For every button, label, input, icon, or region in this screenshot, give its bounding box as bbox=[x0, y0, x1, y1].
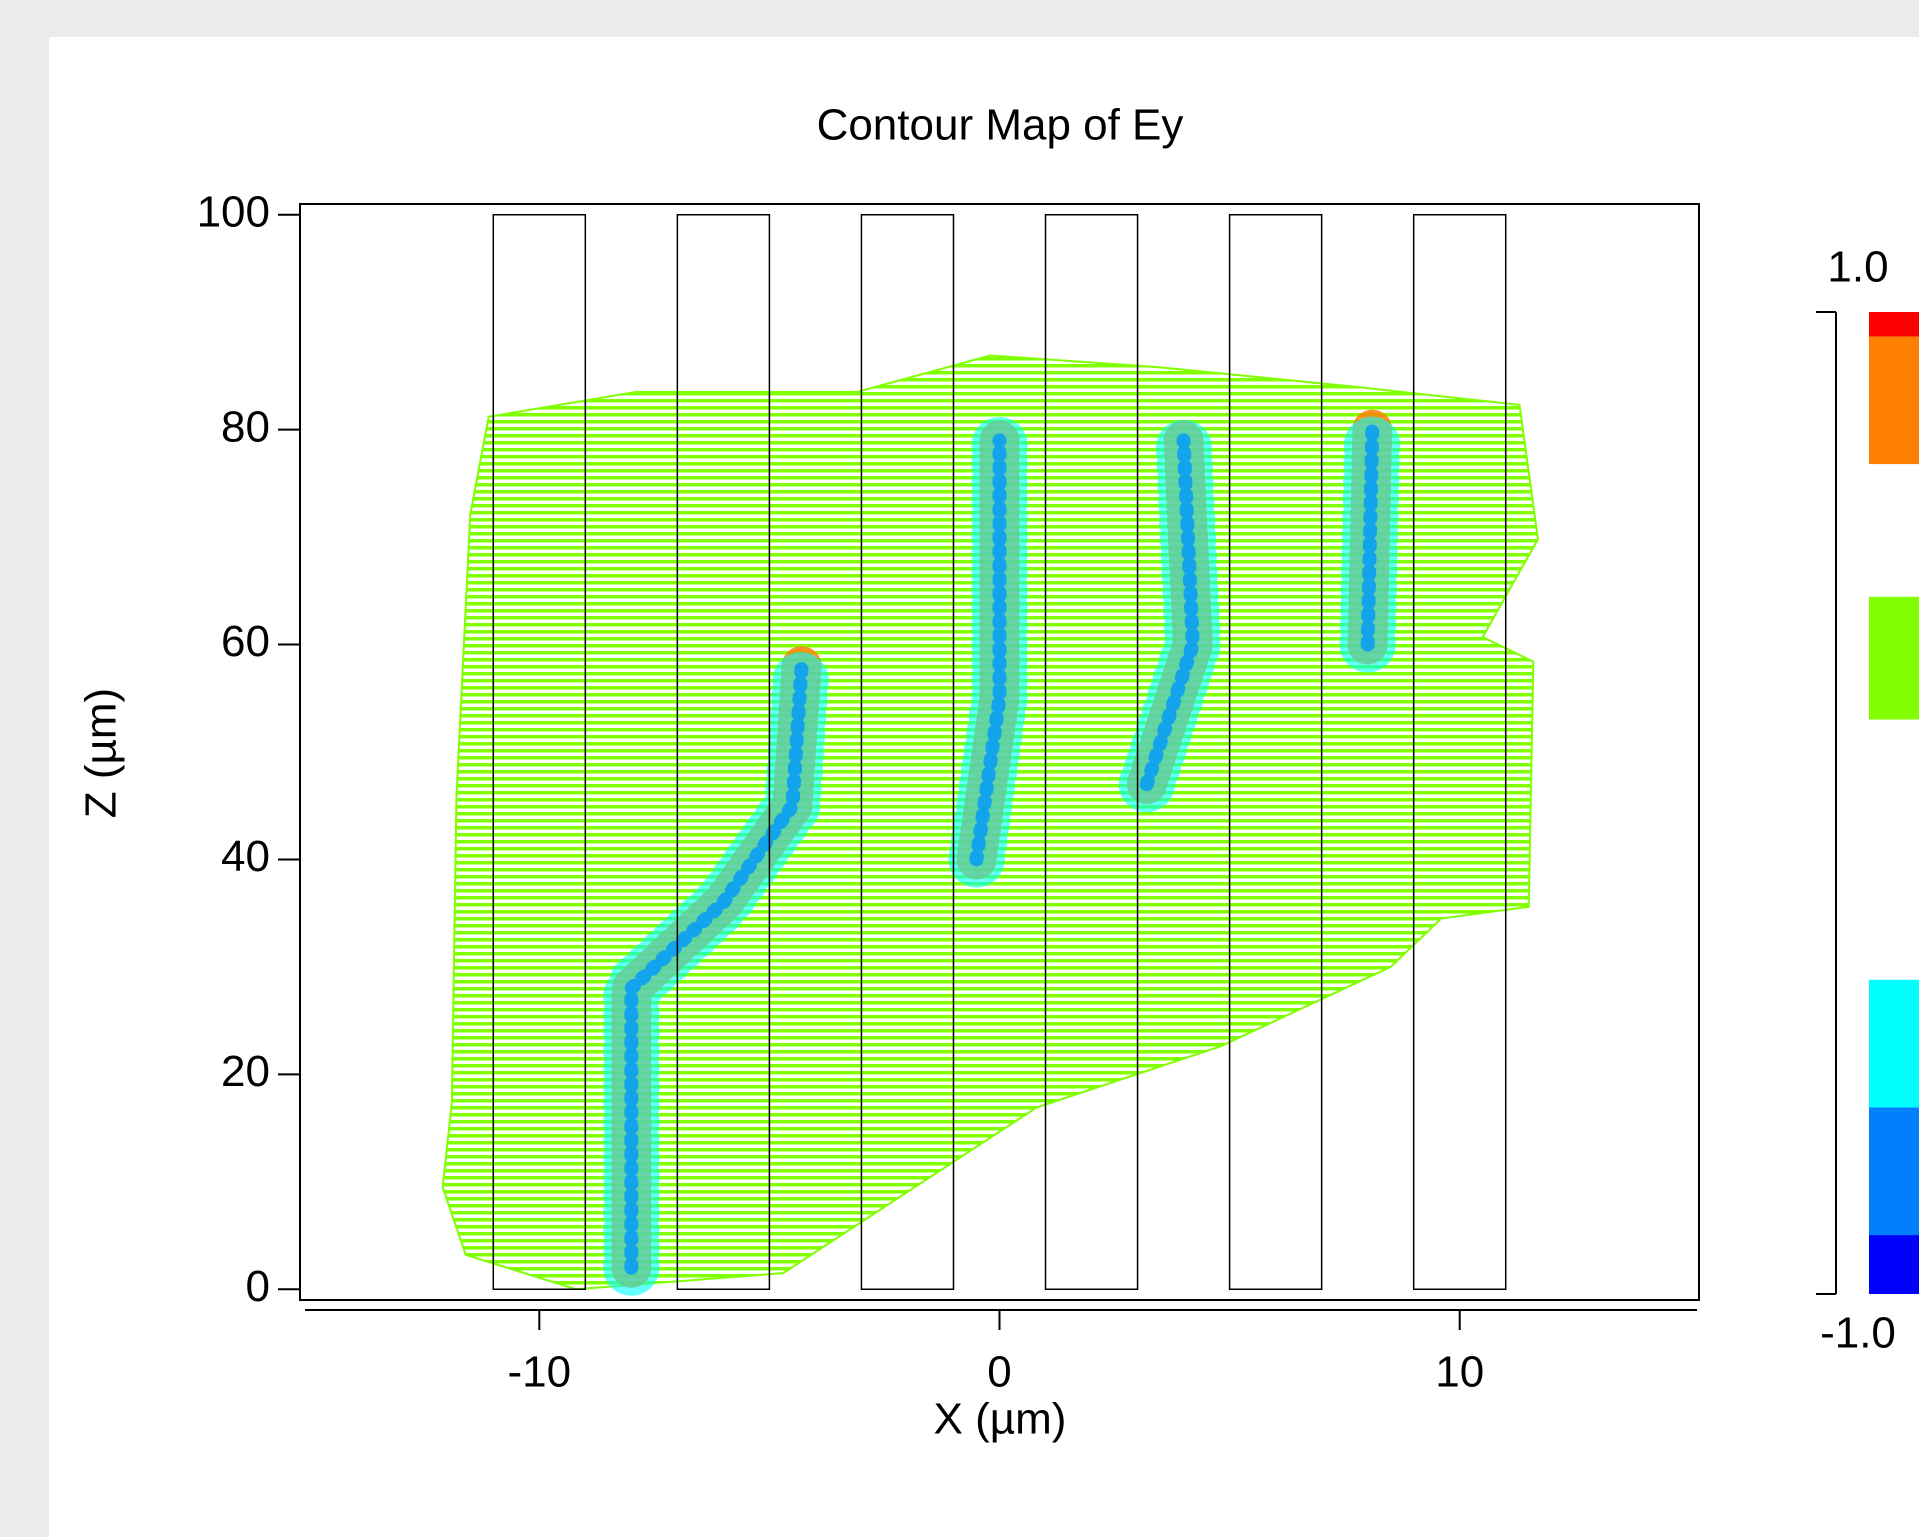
colorbar-band bbox=[1869, 312, 1919, 337]
y-axis-label: Z (µm) bbox=[77, 688, 126, 818]
y-tick-label: 20 bbox=[221, 1047, 270, 1096]
waveguide bbox=[1044, 213, 1139, 1291]
colorbar-band bbox=[1869, 596, 1919, 720]
plot-area bbox=[441, 213, 1539, 1296]
y-tick-label: 80 bbox=[221, 402, 270, 451]
y-tick-label: 0 bbox=[246, 1262, 270, 1311]
y-tick-label: 100 bbox=[197, 187, 270, 236]
colorbar-band bbox=[1869, 979, 1919, 1108]
mode-edge bbox=[948, 412, 1028, 888]
plot-frame bbox=[299, 203, 1700, 1301]
y-tick-label: 60 bbox=[221, 617, 270, 666]
colorbar-band bbox=[1869, 464, 1919, 597]
x-axis-label: X (µm) bbox=[934, 1395, 1067, 1444]
colorbar-band bbox=[1869, 1107, 1919, 1236]
x-tick-label: 10 bbox=[1435, 1348, 1484, 1397]
colorbar-tick-label: 1.0 bbox=[1827, 243, 1888, 292]
waveguide bbox=[860, 213, 955, 1291]
y-tick-label: 40 bbox=[221, 832, 270, 881]
x-tick-label: -10 bbox=[508, 1348, 572, 1397]
waveguide bbox=[1412, 213, 1507, 1291]
waveguide bbox=[1228, 213, 1323, 1291]
waveguide bbox=[676, 213, 771, 1291]
x-tick-label: 0 bbox=[987, 1348, 1011, 1397]
mode-edge bbox=[1339, 401, 1401, 673]
mode-edge bbox=[1118, 412, 1221, 813]
chart-title: Contour Map of Ey bbox=[817, 101, 1184, 150]
colorbar-band bbox=[1869, 336, 1919, 465]
waveguide bbox=[492, 213, 587, 1291]
colorbar-band bbox=[1869, 1235, 1919, 1294]
mode-edge bbox=[603, 638, 830, 1296]
colorbar-tick-label: -1.0 bbox=[1820, 1309, 1896, 1358]
colorbar-band bbox=[1869, 719, 1919, 980]
